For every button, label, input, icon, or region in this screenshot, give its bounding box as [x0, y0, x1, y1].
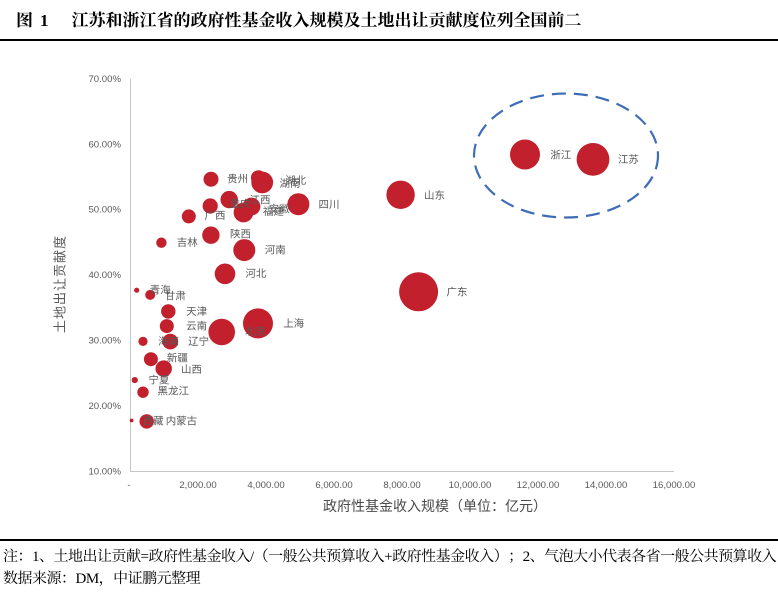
- svg-text:安徽: 安徽: [269, 203, 290, 215]
- svg-text:湖北: 湖北: [285, 175, 306, 187]
- svg-text:10.00%: 10.00%: [88, 467, 121, 478]
- svg-text:上海: 上海: [283, 318, 304, 330]
- svg-text:北京: 北京: [245, 326, 266, 338]
- svg-text:山东: 山东: [424, 190, 445, 202]
- svg-text:广西: 广西: [205, 210, 226, 222]
- svg-text:黑龙江: 黑龙江: [158, 386, 190, 398]
- svg-text:河北: 河北: [245, 268, 266, 280]
- svg-text:12,000.00: 12,000.00: [517, 480, 560, 491]
- svg-text:40.00%: 40.00%: [88, 270, 121, 281]
- svg-text:16,000.00: 16,000.00: [653, 480, 696, 491]
- svg-text:宁夏: 宁夏: [149, 375, 170, 387]
- svg-text:浙江: 浙江: [550, 149, 571, 161]
- svg-text:30.00%: 30.00%: [88, 336, 121, 347]
- svg-text:广东: 广东: [447, 287, 468, 299]
- svg-text:云南: 云南: [186, 320, 207, 332]
- svg-text:4,000.00: 4,000.00: [247, 480, 284, 491]
- svg-text:贵州: 贵州: [227, 174, 248, 186]
- svg-text:青海: 青海: [150, 285, 171, 297]
- svg-text:辽宁: 辽宁: [188, 336, 209, 348]
- svg-text:湖南: 湖南: [280, 178, 301, 190]
- svg-text:70.00%: 70.00%: [88, 74, 121, 85]
- svg-text:政府性基金收入规模（单位：亿元）: 政府性基金收入规模（单位：亿元）: [323, 498, 547, 514]
- svg-text:山西: 山西: [181, 364, 202, 376]
- svg-text:新疆: 新疆: [167, 352, 188, 364]
- svg-text:江西: 江西: [250, 195, 271, 207]
- svg-text:陕西: 陕西: [230, 229, 251, 241]
- svg-text:海南: 海南: [158, 336, 179, 348]
- svg-text:天津: 天津: [186, 306, 207, 318]
- svg-text:福建: 福建: [263, 206, 284, 218]
- svg-text:江苏: 江苏: [618, 154, 639, 166]
- svg-text:10,000.00: 10,000.00: [449, 480, 492, 491]
- svg-text:吉林: 吉林: [177, 237, 198, 249]
- svg-text:50.00%: 50.00%: [88, 205, 121, 216]
- svg-text:-: -: [127, 480, 130, 491]
- svg-text:内蒙古: 内蒙古: [166, 415, 198, 427]
- svg-text:四川: 四川: [319, 199, 340, 211]
- svg-text:河南: 河南: [265, 245, 286, 257]
- svg-text:14,000.00: 14,000.00: [585, 480, 628, 491]
- svg-text:土地出让贡献度: 土地出让贡献度: [53, 235, 68, 333]
- svg-text:20.00%: 20.00%: [88, 401, 121, 412]
- svg-text:西藏: 西藏: [143, 415, 164, 427]
- svg-text:8,000.00: 8,000.00: [383, 480, 420, 491]
- svg-text:6,000.00: 6,000.00: [315, 480, 352, 491]
- svg-text:2,000.00: 2,000.00: [179, 480, 216, 491]
- svg-text:60.00%: 60.00%: [88, 139, 121, 150]
- svg-text:甘肃: 甘肃: [165, 290, 186, 302]
- svg-text:重庆: 重庆: [230, 198, 251, 210]
